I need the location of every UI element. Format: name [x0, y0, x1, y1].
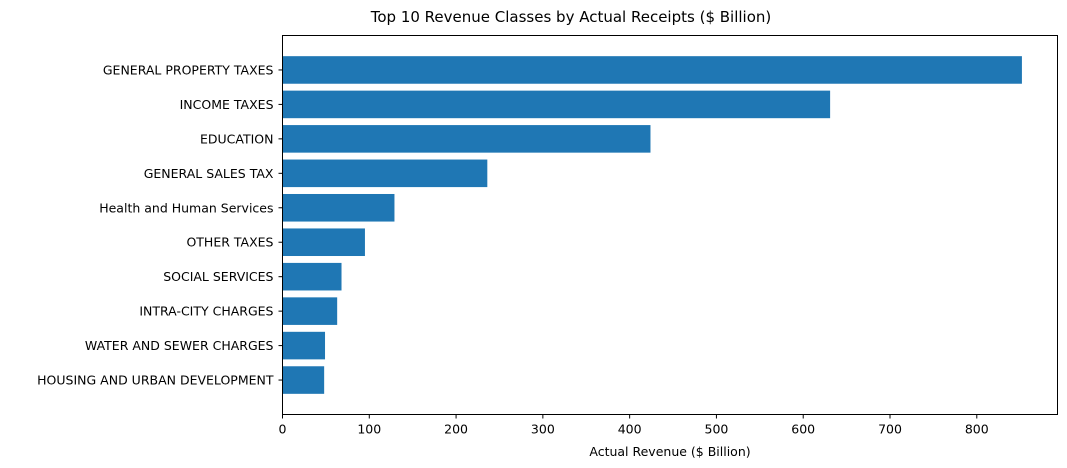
- y-tick-label: EDUCATION: [200, 131, 274, 146]
- y-tick-label: OTHER TAXES: [186, 235, 273, 250]
- x-tick-label: 100: [357, 422, 381, 437]
- y-tick-label: INCOME TAXES: [180, 97, 274, 112]
- bar-2: [282, 125, 651, 153]
- y-tick-label: HOUSING AND URBAN DEVELOPMENT: [37, 373, 274, 388]
- bar-7: [282, 297, 338, 325]
- x-tick-label: 200: [444, 422, 468, 437]
- x-tick-label: 600: [791, 422, 815, 437]
- y-tick-label: INTRA-CITY CHARGES: [139, 304, 273, 319]
- x-axis-title: Actual Revenue ($ Billion): [589, 444, 750, 459]
- y-axis: GENERAL PROPERTY TAXES INCOME TAXES EDUCAT…: [37, 62, 283, 388]
- chart-title: Top 10 Revenue Classes by Actual Receipt…: [370, 8, 772, 26]
- x-axis: 0 100 200 300 400 500 600 700 800: [279, 414, 989, 437]
- x-tick-label: 300: [531, 422, 555, 437]
- bar-4: [282, 193, 395, 222]
- plot-area-frame: [282, 35, 1058, 415]
- y-tick-label: WATER AND SEWER CHARGES: [85, 338, 274, 353]
- bar-0: [282, 56, 1022, 84]
- y-tick-label: GENERAL SALES TAX: [144, 166, 274, 181]
- x-tick-label: 800: [965, 422, 989, 437]
- y-tick-label: Health and Human Services: [99, 200, 273, 215]
- x-tick-label: 400: [618, 422, 642, 437]
- y-tick-label: GENERAL PROPERTY TAXES: [103, 62, 274, 77]
- bar-9: [282, 366, 325, 394]
- bar-1: [282, 90, 831, 119]
- bar-3: [282, 159, 488, 188]
- x-tick-label: 700: [878, 422, 902, 437]
- bar-8: [282, 331, 326, 360]
- x-tick-label: 500: [705, 422, 729, 437]
- bar-6: [282, 262, 342, 291]
- bar-5: [282, 228, 365, 257]
- y-tick-label: SOCIAL SERVICES: [163, 269, 273, 284]
- bars-group: [282, 56, 1022, 394]
- x-tick-label: 0: [279, 422, 287, 437]
